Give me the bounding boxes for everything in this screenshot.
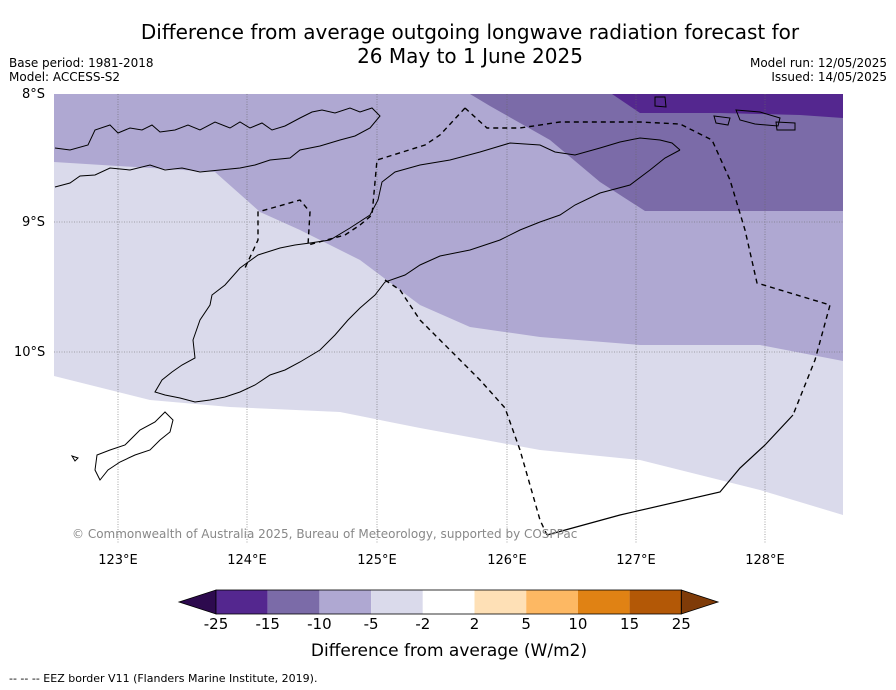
title-line-1: Difference from average outgoing longwav… (140, 20, 800, 44)
model-name: Model: ACCESS-S2 (9, 70, 121, 84)
band-minus-15-to-25 (612, 94, 843, 118)
lat-label-9s: 9°S (22, 215, 46, 230)
colorbar-tick: 10 (568, 615, 588, 633)
small-island-1 (654, 96, 667, 108)
map-title: Difference from average outgoing longwav… (60, 20, 880, 68)
sawu-dot (70, 455, 79, 462)
eez-border (244, 107, 831, 536)
lon-label-126e: 126°E (487, 553, 527, 568)
small-island-3 (713, 115, 731, 126)
colorbar-segment-2 (267, 590, 320, 614)
lon-label-127e: 127°E (616, 553, 656, 568)
small-island-4 (775, 121, 796, 131)
model-run: Model run: 12/05/2025 (749, 56, 887, 70)
colorbar-segment-9 (629, 590, 682, 614)
flores-coastline (54, 107, 381, 188)
lon-label-125e: 125°E (357, 553, 397, 568)
colorbar-segment-8 (577, 590, 630, 614)
coastlines (54, 96, 796, 481)
meta-right: Model run: 12/05/2025 Issued: 14/05/2025 (750, 56, 887, 84)
colorbar-tick: -10 (307, 615, 332, 633)
rote-island (94, 411, 174, 481)
colorbar-tick: 15 (620, 615, 640, 633)
title-line-2: 26 May to 1 June 2025 (357, 44, 583, 68)
colorbar-tick: 2 (469, 615, 480, 633)
colorbar-extend-high (680, 589, 720, 615)
issued-date: Issued: 14/05/2025 (771, 70, 887, 84)
colorbar-tick: 5 (521, 615, 531, 633)
colorbar (177, 589, 720, 615)
colorbar-segment-3 (319, 590, 372, 614)
colorbar-segment-1 (216, 590, 268, 614)
colorbar-segment-4 (371, 590, 423, 614)
timor-coastline (154, 137, 681, 403)
meta-left: Base period: 1981-2018 Model: ACCESS-S2 (9, 56, 154, 84)
copyright-notice: © Commonwealth of Australia 2025, Bureau… (72, 527, 578, 541)
colorbar-frame (215, 589, 682, 615)
colorbar-label: Difference from average (W/m2) (310, 641, 588, 661)
colorbar-tick: -5 (363, 615, 379, 633)
map-panel (54, 94, 843, 544)
colorbar-segment-7 (526, 590, 578, 614)
colorbar-tick: -25 (203, 615, 229, 633)
colorbar-tick: -15 (255, 615, 280, 633)
band-minus-10-to-15 (470, 94, 843, 211)
lon-label-123e: 123°E (98, 553, 138, 568)
colorbar-tick: 25 (671, 615, 691, 633)
lat-label-8s: 8°S (22, 87, 46, 102)
lon-label-128e: 128°E (745, 553, 785, 568)
base-period: Base period: 1981-2018 (9, 56, 154, 70)
colorbar-tick: -2 (415, 615, 431, 633)
lon-label-124e: 124°E (227, 553, 267, 568)
lat-label-10s: 10°S (14, 345, 46, 360)
small-island-2 (735, 109, 781, 127)
colorbar-segment-6 (474, 590, 527, 614)
colorbar-segment-5 (422, 590, 475, 614)
colorbar-extend-low (177, 589, 217, 615)
eez-footnote: -- -- -- EEZ border V11 (Flanders Marine… (9, 672, 318, 685)
timor-leste-border (546, 414, 794, 536)
